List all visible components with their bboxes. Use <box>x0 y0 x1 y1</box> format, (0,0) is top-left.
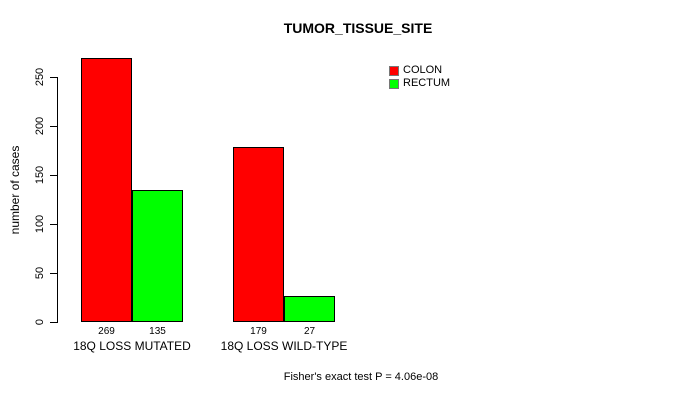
y-tick-mark-200 <box>50 126 57 127</box>
legend-entry-rectum: RECTUM <box>389 78 450 89</box>
y-tick-label-0: 0 <box>34 318 46 326</box>
y-tick-label-200: 200 <box>34 116 46 136</box>
colon-color-swatch <box>389 65 399 76</box>
category-label-18q-loss-mutated: 18Q LOSS MUTATED <box>73 339 191 353</box>
legend: COLON RECTUM <box>389 65 450 89</box>
y-tick-mark-250 <box>50 77 57 78</box>
y-tick-label-150: 150 <box>34 165 46 185</box>
legend-label-rectum: RECTUM <box>403 77 451 89</box>
y-tick-label-100: 100 <box>34 214 46 234</box>
bar-colon-18q-loss-mutated <box>81 58 132 322</box>
bar-rectum-18q-loss-mutated <box>132 189 183 322</box>
bar-value-label-rectum-18q-loss-wild-type: 27 <box>303 326 316 337</box>
y-tick-label-250: 250 <box>34 67 46 87</box>
chart-title: TUMOR_TISSUE_SITE <box>283 20 433 36</box>
y-tick-label-50: 50 <box>34 266 46 280</box>
legend-entry-colon: COLON <box>389 65 450 76</box>
bar-value-label-colon-18q-loss-wild-type: 179 <box>250 326 267 337</box>
bar-rectum-18q-loss-wild-type <box>284 295 335 322</box>
rectum-color-swatch <box>389 78 399 89</box>
bar-value-label-rectum-18q-loss-mutated: 135 <box>149 326 166 337</box>
legend-label-colon: COLON <box>403 64 443 76</box>
y-tick-mark-50 <box>50 273 57 274</box>
y-axis-line <box>57 77 58 323</box>
y-tick-mark-100 <box>50 224 57 225</box>
bar-value-label-colon-18q-loss-mutated: 269 <box>98 326 115 337</box>
category-label-18q-loss-wild-type: 18Q LOSS WILD-TYPE <box>220 339 348 353</box>
statistical-test-annotation: Fisher's exact test P = 4.06e-08 <box>283 371 439 383</box>
bar-colon-18q-loss-wild-type <box>233 146 284 322</box>
y-axis-label: number of cases <box>8 145 22 235</box>
y-tick-mark-0 <box>50 322 57 323</box>
y-tick-mark-150 <box>50 175 57 176</box>
